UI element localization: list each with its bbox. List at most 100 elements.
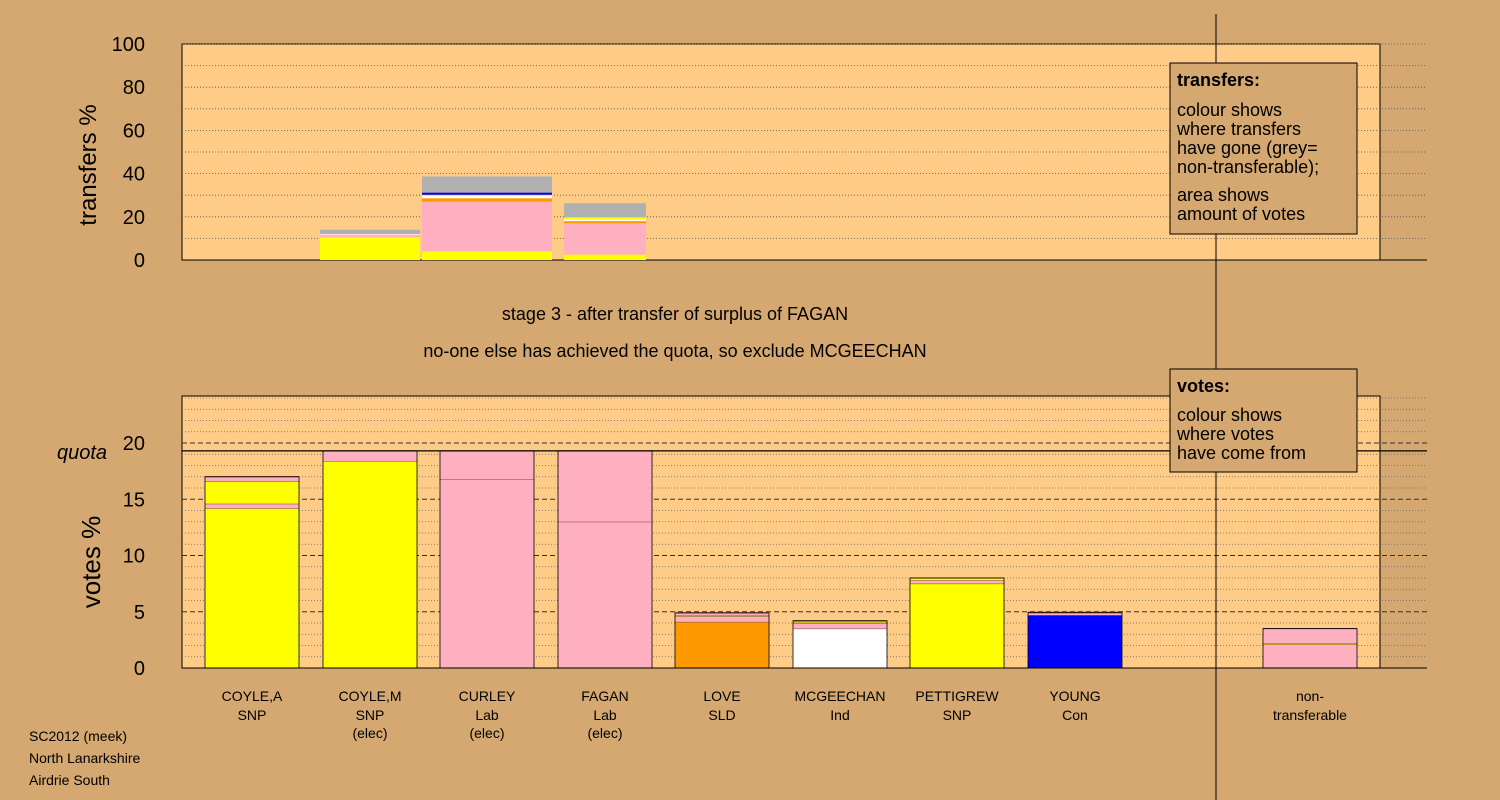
vote-bar-segment <box>675 621 769 668</box>
vote-bar-segment <box>1028 615 1122 668</box>
transfer-bar-segment <box>422 198 552 202</box>
candidate-status: (elec) <box>352 725 387 741</box>
votes-legend-line: colour shows <box>1177 405 1282 425</box>
votes-legend-line: where votes <box>1176 424 1274 444</box>
candidate-name: YOUNG <box>1049 688 1100 704</box>
transfer-bar-segment <box>422 194 552 197</box>
transfer-bar-segment <box>422 251 552 260</box>
votes-legend: votes: colour shows where votes have com… <box>1169 368 1358 473</box>
vote-bar-segment <box>910 580 1004 584</box>
transfer-bar-segment <box>564 217 646 220</box>
candidate-party: Con <box>1062 707 1088 723</box>
candidate-name: LOVE <box>703 688 740 704</box>
transfer-bar-segment <box>319 234 421 238</box>
vote-bar-segment <box>793 620 887 622</box>
transfers-legend-line: amount of votes <box>1177 204 1305 224</box>
y-tick-label: 10 <box>123 546 145 568</box>
vote-bar-segment <box>323 461 417 668</box>
vote-bar-segment <box>793 628 887 668</box>
vote-bar-segment <box>205 476 299 482</box>
nontransferable-label-line1: non- <box>1296 688 1324 704</box>
transfer-bar-segment <box>422 196 552 199</box>
transfers-legend-line: non-transferable); <box>1177 157 1319 177</box>
footer-ward: Airdrie South <box>29 772 110 788</box>
candidate-party: Lab <box>475 707 499 723</box>
candidate-party: Lab <box>593 707 617 723</box>
candidate-name: COYLE,M <box>338 688 401 704</box>
vote-bar-segment <box>675 612 769 616</box>
quota-label: quota <box>57 442 107 464</box>
vote-bar-segment <box>323 450 417 461</box>
footer-election: SC2012 (meek) <box>29 728 127 744</box>
vote-bar-segment <box>440 450 534 479</box>
transfers-legend-line: have gone (grey= <box>1177 138 1318 158</box>
transfer-bar-segment <box>564 203 646 218</box>
candidate-status: (elec) <box>587 725 622 741</box>
transfer-bar-segment <box>422 201 552 252</box>
transfer-bar-segment <box>564 221 646 224</box>
stage-title: stage 3 - after transfer of surplus of F… <box>502 304 848 324</box>
vote-bar-segment <box>910 578 1004 581</box>
stage-subtitle: no-one else has achieved the quota, so e… <box>423 341 926 361</box>
candidate-party: SNP <box>943 707 972 723</box>
transfers-y-ticks: 0 20 40 60 80 100 <box>112 34 145 272</box>
y-tick-label: 100 <box>112 34 145 56</box>
votes-legend-box <box>1169 368 1358 473</box>
candidate-party: SNP <box>356 707 385 723</box>
transfers-bars <box>319 176 646 260</box>
vote-bar-segment <box>1028 612 1122 616</box>
vote-bar-segment <box>558 450 652 522</box>
transfer-bar-segment <box>564 254 646 260</box>
vote-bar-segment <box>1263 643 1357 645</box>
candidate-party: Ind <box>830 707 849 723</box>
nontransferable-label-line2: transferable <box>1273 707 1347 723</box>
transfer-bar-segment <box>564 219 646 222</box>
candidate-labels: COYLE,A SNP COYLE,M SNP (elec) CURLEY Lab (elec… <box>222 688 1101 741</box>
votes-bars <box>204 450 1358 669</box>
candidate-name: PETTIGREW <box>915 688 999 704</box>
transfers-legend-line: area shows <box>1177 185 1269 205</box>
footer-council: North Lanarkshire <box>29 750 140 766</box>
transfer-bar-segment <box>319 229 421 235</box>
vote-bar-segment <box>1263 628 1357 644</box>
y-tick-label: 20 <box>123 207 145 229</box>
votes-y-ticks: 0 5 10 15 20 <box>123 433 145 680</box>
candidate-name: COYLE,A <box>222 688 283 704</box>
candidate-name: CURLEY <box>459 688 516 704</box>
vote-bar-segment <box>675 615 769 617</box>
vote-bar-segment <box>793 623 887 629</box>
votes-y-axis-label: votes % <box>76 516 106 609</box>
transfer-bar-segment <box>319 234 421 235</box>
vote-bar-segment <box>205 481 299 504</box>
y-tick-label: 0 <box>134 250 145 272</box>
candidate-name: FAGAN <box>581 688 628 704</box>
vote-bar-segment <box>205 503 299 509</box>
y-tick-label: 40 <box>123 164 145 186</box>
candidate-name: MCGEECHAN <box>794 688 885 704</box>
vote-bar-segment <box>793 621 887 623</box>
transfers-legend-title: transfers: <box>1177 70 1260 90</box>
candidate-party: SLD <box>708 707 735 723</box>
transfers-y-axis-label: transfers % <box>75 104 102 225</box>
votes-legend-line: have come from <box>1177 443 1306 463</box>
transfer-bar-segment <box>319 237 421 260</box>
transfers-legend-line: colour shows <box>1177 100 1282 120</box>
y-tick-label: 20 <box>123 433 145 455</box>
transfers-legend-box <box>1169 62 1358 235</box>
vote-bar-segment <box>558 521 652 668</box>
transfer-bar-segment <box>564 223 646 255</box>
vote-bar-segment <box>205 508 299 668</box>
y-tick-label: 15 <box>123 489 145 511</box>
vote-bar-segment <box>910 583 1004 668</box>
y-tick-label: 60 <box>123 120 145 142</box>
vote-bar-segment <box>675 616 769 622</box>
candidate-party: SNP <box>238 707 267 723</box>
y-tick-label: 0 <box>134 658 145 680</box>
votes-legend-title: votes: <box>1177 376 1230 396</box>
vote-bar-segment <box>440 479 534 668</box>
vote-bar-segment <box>1263 644 1357 668</box>
transfer-bar-segment <box>422 176 552 193</box>
transfer-bar-segment <box>422 192 552 195</box>
candidate-status: (elec) <box>469 725 504 741</box>
